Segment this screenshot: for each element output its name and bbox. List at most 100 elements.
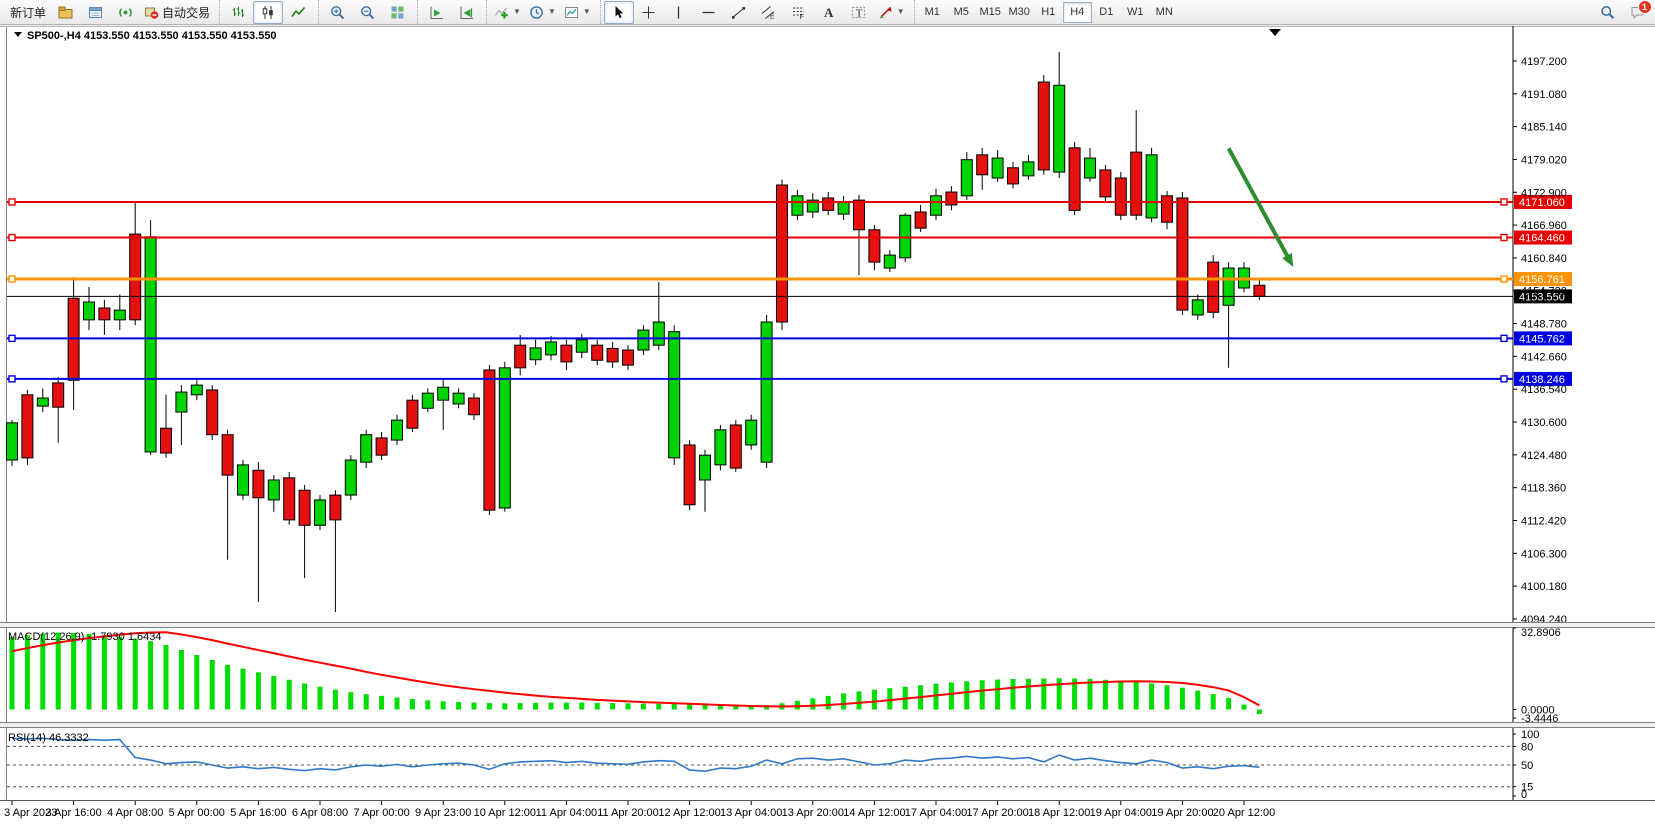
fibonacci-button[interactable]: F bbox=[784, 1, 814, 24]
auto-scroll-button[interactable] bbox=[421, 1, 451, 24]
text-button[interactable]: A bbox=[814, 1, 844, 24]
svg-text:20 Apr 12:00: 20 Apr 12:00 bbox=[1213, 807, 1275, 819]
search-button[interactable] bbox=[1592, 1, 1622, 24]
svg-text:50: 50 bbox=[1521, 760, 1533, 772]
svg-text:4142.660: 4142.660 bbox=[1521, 351, 1567, 363]
current-price-line[interactable]: 4153.550 bbox=[7, 289, 1572, 304]
svg-text:4106.300: 4106.300 bbox=[1521, 548, 1567, 560]
svg-text:-3.4446: -3.4446 bbox=[1521, 713, 1558, 725]
price-axis[interactable]: 4197.200 4191.080 4185.140 4179.020 4172.900… bbox=[1513, 56, 1567, 626]
timeframe-toolbar: M1 M5 M15 M30 H1 H4 D1 W1 MN bbox=[913, 0, 1182, 24]
fibonacci-icon: F bbox=[793, 7, 805, 20]
cursor-button[interactable] bbox=[603, 0, 634, 24]
data-window-button[interactable] bbox=[110, 1, 140, 24]
trend-arrow[interactable] bbox=[1226, 147, 1294, 267]
trendline-button[interactable] bbox=[724, 1, 754, 24]
chart-profiles-icon bbox=[58, 6, 73, 18]
rsi-line bbox=[11, 737, 1260, 773]
vertical-line-button[interactable] bbox=[664, 1, 694, 24]
svg-text:4130.600: 4130.600 bbox=[1521, 417, 1567, 429]
timeframe-h1[interactable]: H1 bbox=[1041, 6, 1056, 18]
timeframe-d1[interactable]: D1 bbox=[1099, 6, 1114, 18]
svg-text:13 Apr 04:00: 13 Apr 04:00 bbox=[720, 807, 782, 819]
templates-icon bbox=[564, 6, 578, 18]
line-chart-button[interactable] bbox=[283, 1, 313, 24]
add-indicator-button[interactable]: ▼ bbox=[490, 1, 525, 24]
svg-text:11 Apr 04:00: 11 Apr 04:00 bbox=[536, 807, 598, 819]
bar-chart-button[interactable] bbox=[223, 1, 253, 24]
trendline-icon bbox=[732, 6, 746, 19]
svg-text:11 Apr 20:00: 11 Apr 20:00 bbox=[597, 807, 659, 819]
zoom-in-button[interactable] bbox=[322, 1, 352, 24]
timeframe-m30[interactable]: M30 bbox=[1008, 6, 1030, 18]
chart-canvas[interactable]: 4171.060 4164.460 4156.761 4153.550 4145.762… bbox=[0, 26, 1655, 827]
chevron-down-icon: ▼ bbox=[547, 7, 556, 16]
horizontal-line-button[interactable] bbox=[694, 1, 724, 24]
svg-text:5 Apr 00:00: 5 Apr 00:00 bbox=[169, 807, 225, 819]
price-line-tag: 4171.060 bbox=[1519, 197, 1565, 209]
periods-icon bbox=[530, 5, 543, 19]
svg-text:0: 0 bbox=[1521, 789, 1527, 801]
periods-button[interactable]: ▼ bbox=[525, 1, 560, 24]
toolbar-group-drawing: E F A T ▼ bbox=[599, 0, 912, 24]
chart-window[interactable]: 4171.060 4164.460 4156.761 4153.550 4145.762… bbox=[0, 26, 1655, 827]
price-line-4171.060[interactable]: 4171.060 bbox=[7, 194, 1572, 209]
autotrading-button-label: 自动交易 bbox=[162, 5, 211, 20]
svg-text:13 Apr 20:00: 13 Apr 20:00 bbox=[782, 807, 844, 819]
macd-signal-line bbox=[11, 631, 1260, 708]
svg-text:6 Apr 08:00: 6 Apr 08:00 bbox=[292, 807, 348, 819]
toolbar-group-scroll bbox=[417, 0, 484, 24]
timeframe-m1[interactable]: M1 bbox=[924, 6, 940, 18]
tile-windows-button[interactable] bbox=[382, 1, 412, 24]
chart-shift-marker[interactable] bbox=[1269, 29, 1281, 36]
svg-text:9 Apr 23:00: 9 Apr 23:00 bbox=[415, 807, 471, 819]
candlestick-chart-button[interactable] bbox=[253, 0, 284, 24]
svg-text:4 Apr 08:00: 4 Apr 08:00 bbox=[107, 807, 163, 819]
text-label-button[interactable]: T bbox=[844, 1, 874, 24]
equidistant-channel-icon: E bbox=[761, 5, 775, 20]
timeframe-m15[interactable]: M15 bbox=[979, 6, 1001, 18]
price-line-4138.246[interactable]: 4138.246 bbox=[7, 371, 1572, 386]
svg-text:T: T bbox=[856, 7, 863, 19]
timeframe-h4[interactable]: H4 bbox=[1062, 1, 1092, 23]
current-price-tag: 4153.550 bbox=[1519, 291, 1565, 303]
svg-text:4179.020: 4179.020 bbox=[1521, 154, 1567, 166]
market-watch-button[interactable] bbox=[80, 1, 110, 24]
arrows-button[interactable]: ▼ bbox=[874, 1, 909, 24]
svg-text:4166.960: 4166.960 bbox=[1521, 220, 1567, 232]
text-label-icon: T bbox=[852, 6, 866, 19]
timeframe-m5[interactable]: M5 bbox=[953, 6, 969, 18]
chart-profiles-button[interactable] bbox=[50, 1, 80, 24]
chart-collapse-icon[interactable] bbox=[14, 32, 22, 37]
svg-text:4154.720: 4154.720 bbox=[1521, 286, 1567, 298]
macd-pane[interactable]: MACD(12,26,9) -1.7930 1.6434 32.8906 0.000… bbox=[8, 627, 1561, 725]
new-order-button[interactable]: 新订单 bbox=[6, 1, 50, 24]
templates-button[interactable]: ▼ bbox=[560, 1, 595, 24]
price-line-tag: 4145.762 bbox=[1519, 333, 1565, 345]
channel-button[interactable]: E bbox=[754, 1, 784, 24]
timeframe-mn[interactable]: MN bbox=[1155, 6, 1173, 18]
chart-shift-button[interactable] bbox=[451, 1, 481, 24]
notifications-button[interactable]: 1 bbox=[1622, 0, 1652, 24]
toolbar-group-insert: ▼ ▼ ▼ bbox=[486, 0, 598, 24]
svg-text:4118.360: 4118.360 bbox=[1521, 483, 1566, 495]
autotrading-button[interactable]: 自动交易 bbox=[140, 1, 214, 24]
price-line-4145.762[interactable]: 4145.762 bbox=[7, 331, 1572, 346]
arrows-icon bbox=[879, 6, 892, 18]
zoom-out-button[interactable] bbox=[352, 1, 382, 24]
crosshair-button[interactable] bbox=[634, 1, 664, 24]
svg-text:15: 15 bbox=[1521, 782, 1533, 794]
svg-text:12 Apr 12:00: 12 Apr 12:00 bbox=[658, 807, 720, 819]
price-line-4156.761[interactable]: 4156.761 bbox=[7, 272, 1572, 286]
svg-text:3 Apr 16:00: 3 Apr 16:00 bbox=[45, 807, 101, 819]
svg-text:18 Apr 12:00: 18 Apr 12:00 bbox=[1028, 807, 1090, 819]
timeframe-w1[interactable]: W1 bbox=[1126, 6, 1144, 18]
svg-text:4191.080: 4191.080 bbox=[1521, 89, 1567, 101]
price-line-4164.460[interactable]: 4164.460 bbox=[7, 230, 1572, 245]
chart-shift-icon bbox=[460, 6, 473, 19]
new-order-button-label: 新订单 bbox=[10, 5, 47, 20]
svg-text:4100.180: 4100.180 bbox=[1521, 581, 1567, 593]
